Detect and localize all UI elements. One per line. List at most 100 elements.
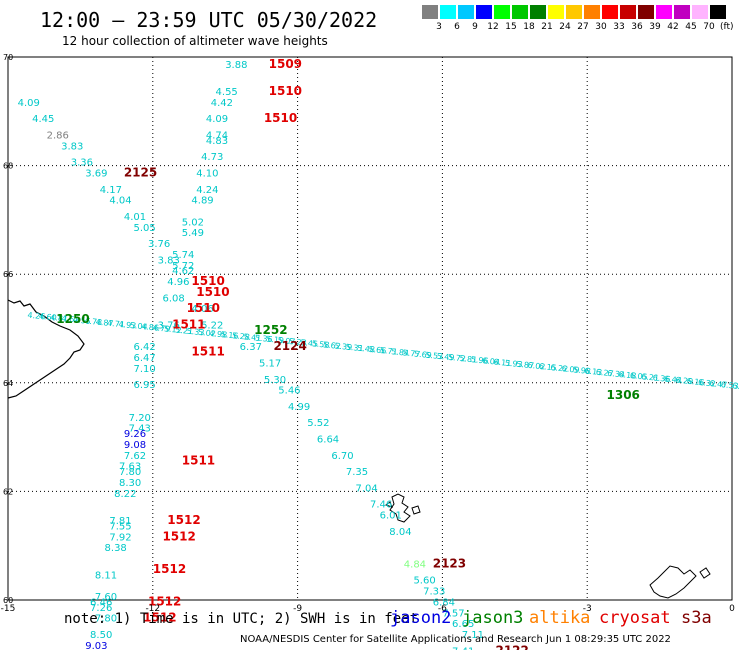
wave-height-label: 8.30 — [119, 478, 141, 489]
track-value-label: 4.62 — [61, 314, 80, 325]
track-value-label: 4.26 — [27, 311, 46, 322]
y-tick-label: 62 — [3, 487, 13, 496]
wave-height-label: 6.42 — [133, 342, 155, 353]
wave-height-label: 6.37 — [240, 342, 262, 353]
track-value-label: 6.44 — [664, 374, 683, 385]
map-frame — [7, 56, 733, 601]
legend-label: 15 — [505, 22, 517, 32]
track-value-label: 5.19 — [266, 335, 285, 346]
legend-label: 33 — [613, 22, 625, 32]
track-value-label: 6.27 — [595, 368, 614, 379]
legend-swatch — [422, 5, 438, 19]
x-tick-label: -6 — [438, 604, 447, 614]
legend-swatch — [476, 5, 492, 19]
wave-height-label: 7.92 — [109, 532, 131, 543]
wave-height-label: 5.17 — [259, 359, 281, 370]
legend-label: 3 — [436, 22, 442, 32]
wave-height-label: 5.02 — [182, 217, 204, 228]
x-tick-label: -15 — [1, 604, 16, 614]
wave-height-label: 8.38 — [105, 543, 127, 554]
track-value-label: 6.53 — [720, 380, 739, 391]
track-value-label: 5.96 — [470, 355, 489, 366]
legend-swatch — [494, 5, 510, 19]
legend-label: 70 — [703, 22, 715, 32]
track-value-label: 5.66 — [368, 345, 387, 356]
track-value-label: 5.84 — [391, 347, 410, 358]
wave-height-label: 4.01 — [124, 212, 146, 223]
wave-height-label: 7.57 — [442, 608, 464, 619]
wave-height-label: 3.76 — [158, 321, 180, 332]
footnote: note: 1) Time is in UTC; 2) SWH is in fe… — [64, 611, 419, 627]
wave-height-label: 6.65 — [452, 619, 474, 630]
pass-time-label: 2125 — [124, 165, 157, 179]
legend-label: 30 — [595, 22, 607, 32]
pass-time-label: 1511 — [191, 345, 224, 359]
satellite-altika: altika — [529, 608, 591, 628]
wave-height-label: 4.96 — [167, 277, 189, 288]
wave-height-label: 7.55 — [109, 521, 131, 532]
track-value-label: 6.15 — [539, 362, 558, 373]
wave-height-label: 4.84 — [404, 559, 426, 570]
wave-height-label: 5.72 — [172, 261, 194, 272]
wave-height-label: 5.49 — [182, 228, 204, 239]
track-value-label: 6.32 — [698, 378, 717, 389]
wave-height-label: 3.83 — [61, 141, 83, 152]
track-value-label: 5.71 — [379, 346, 398, 357]
track-value-label: 6.16 — [686, 377, 705, 388]
wave-height-label: 8.04 — [389, 527, 411, 538]
wave-height-label: 9.03 — [85, 641, 107, 650]
track-value-label: 5.31 — [345, 343, 364, 354]
legend-swatch — [566, 5, 582, 19]
track-value-label: 5.98 — [573, 365, 592, 376]
wave-height-label: 4.10 — [196, 168, 218, 179]
faroe-islands-coastline — [384, 493, 421, 523]
legend-swatch — [548, 5, 564, 19]
wave-height-label: 7.60 — [95, 592, 117, 603]
legend-swatch — [440, 5, 456, 19]
wave-height-label: 5.60 — [413, 576, 435, 587]
pass-time-label: 1510 — [264, 111, 297, 125]
legend-swatch — [638, 5, 654, 19]
pass-time-label: 1510 — [269, 84, 302, 98]
plot-border — [7, 56, 733, 601]
wave-height-label: 4.83 — [206, 136, 228, 147]
y-tick-label: 66 — [3, 270, 13, 279]
wave-height-label: 3.69 — [85, 168, 107, 179]
x-tick-label: -12 — [145, 604, 160, 614]
wave-height-label: 7.41 — [452, 646, 474, 650]
track-value-label: 5.62 — [323, 340, 342, 351]
track-value-label: 5.87 — [516, 360, 535, 371]
legend-swatch — [656, 5, 672, 19]
wave-height-label: 5.74 — [172, 250, 194, 261]
pass-time-label: 1252 — [254, 323, 287, 337]
norway-coastline — [649, 565, 711, 599]
wave-height-label: 5.30 — [264, 375, 286, 386]
wave-height-label: 6.46 — [90, 597, 112, 608]
wave-height-label: 4.55 — [216, 87, 238, 98]
wave-height-label: 8.22 — [114, 489, 136, 500]
track-value-label: 5.36 — [254, 333, 273, 344]
wave-height-label: 4.89 — [191, 196, 213, 207]
map-subtitle: 12 hour collection of altimeter wave hei… — [62, 34, 328, 48]
wave-height-label: 4.99 — [288, 402, 310, 413]
track-value-label: 6.02 — [527, 361, 546, 372]
wave-height-label: 8.50 — [90, 630, 112, 641]
track-value-label: 6.22 — [550, 363, 569, 374]
y-tick-label: 70 — [3, 53, 13, 62]
pass-time-label: 1306 — [607, 388, 640, 402]
track-value-label: 4.93 — [118, 320, 137, 331]
track-value-label: 5.93 — [504, 358, 523, 369]
track-value-label: 5.12 — [163, 324, 182, 335]
x-tick-label: -9 — [293, 604, 302, 614]
satellite-jason2: jason2 — [390, 608, 452, 628]
track-value-label: 6.36 — [652, 373, 671, 384]
track-value-label: 5.77 — [402, 348, 421, 359]
wave-height-label: 7.10 — [133, 364, 155, 375]
wave-height-label: 4.17 — [100, 185, 122, 196]
wave-height-label: 7.04 — [356, 483, 378, 494]
track-value-label: 5.28 — [232, 331, 251, 342]
map-title: 12:00 – 23:59 UTC 05/30/2022 — [40, 8, 378, 32]
wave-height-label: 4.42 — [211, 98, 233, 109]
track-value-label: 4.55 — [73, 315, 92, 326]
pass-time-label: 1509 — [269, 57, 302, 71]
